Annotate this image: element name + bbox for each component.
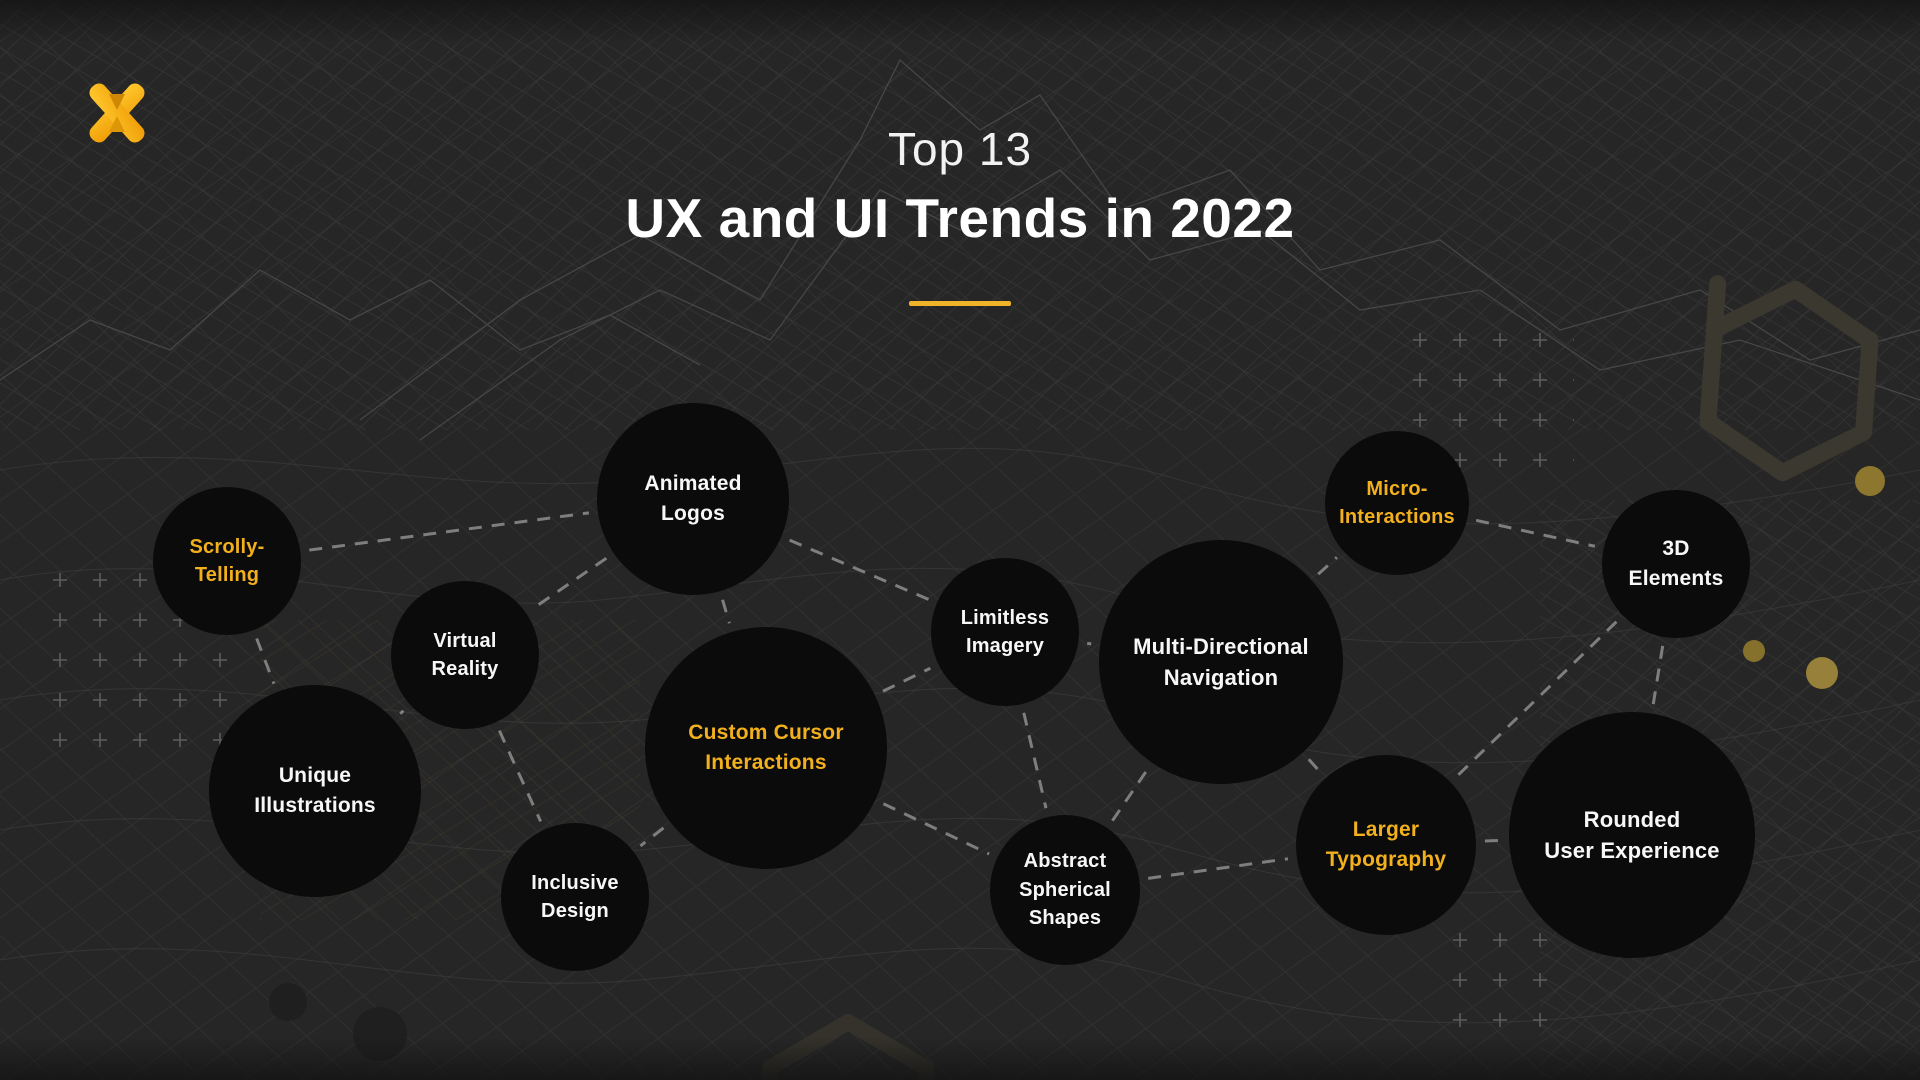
title-line1: Top 13 <box>887 123 1033 175</box>
bubble-scrolly: Scrolly- Telling <box>153 487 301 635</box>
bubble-custom: Custom Cursor Interactions <box>645 627 887 869</box>
bubble-label: Micro- Interactions <box>1339 477 1455 528</box>
bubble-animated: Animated Logos <box>597 403 789 595</box>
bubble-inclusive: Inclusive Design <box>501 823 649 971</box>
bubble-rounded: Rounded User Experience <box>1509 712 1755 958</box>
bubble-unique: Unique Illustrations <box>209 685 421 897</box>
bubble-micro: Micro- Interactions <box>1325 431 1469 575</box>
bubble-multi: Multi-Directional Navigation <box>1099 540 1343 784</box>
bubble-label: Virtual Reality <box>431 629 499 680</box>
bubble-virtual: Virtual Reality <box>391 581 539 729</box>
bubble-label: Abstract Spherical Shapes <box>1019 850 1111 930</box>
title-line2: UX and UI Trends in 2022 <box>625 187 1295 250</box>
x-logo-icon <box>89 83 145 143</box>
bubble-label: Multi-Directional Navigation <box>1133 633 1309 690</box>
bubble-threed: 3D Elements <box>1602 490 1750 638</box>
bubble-label: Scrolly- Telling <box>189 535 265 586</box>
bubble-label: Limitless Imagery <box>960 606 1050 657</box>
bubble-limitless: Limitless Imagery <box>931 558 1079 706</box>
bubble-label: Custom Cursor Interactions <box>688 721 844 774</box>
bubble-larger: Larger Typography <box>1296 755 1476 935</box>
bubble-abstract: Abstract Spherical Shapes <box>990 815 1140 965</box>
bubble-label: Rounded User Experience <box>1544 806 1720 863</box>
title-block: Top 13 UX and UI Trends in 2022 <box>0 122 1920 307</box>
bubble-label: Larger Typography <box>1325 818 1447 871</box>
bubble-label: 3D Elements <box>1628 537 1724 590</box>
bubble-label: Inclusive Design <box>531 871 619 922</box>
bubble-label: Unique Illustrations <box>254 764 376 817</box>
bubble-label: Animated Logos <box>644 472 742 525</box>
title-underline <box>909 301 1011 307</box>
brand-logo <box>85 79 149 147</box>
